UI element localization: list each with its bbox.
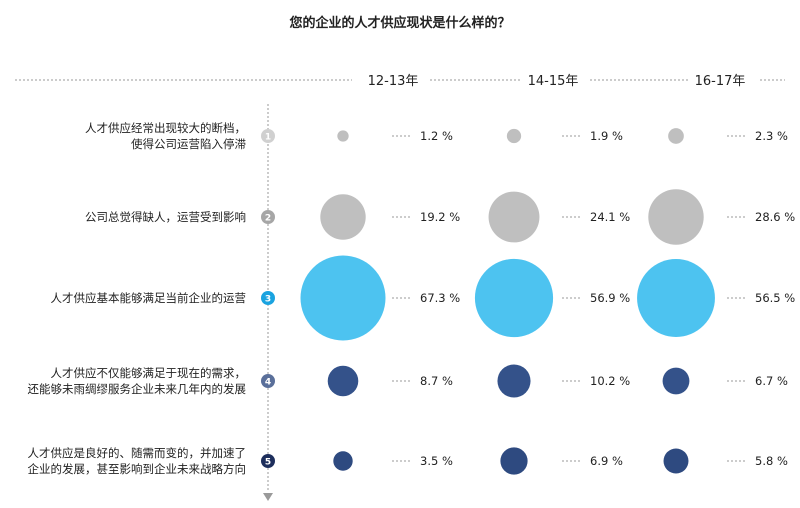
value-label-row5-col2: 6.9 % [590,454,623,468]
column-header-1: 12-13年 [368,74,419,89]
row-label-line: 人才供应基本能够满足当前企业的运营 [50,291,247,305]
bubble-row3-col2 [474,258,554,338]
row-badge-4 [261,374,275,388]
row-badge-5 [261,454,275,468]
chart-title: 您的企业的人才供应现状是什么样的？ [289,16,511,31]
row-badge-number-5: 5 [265,458,271,468]
row-label-line: 使得公司运营陷入停滞 [131,137,246,151]
column-header-2: 14-15年 [528,74,579,89]
bubble-row1-col1 [337,130,349,142]
row-label-1: 人才供应经常出现较大的断档， 使得公司运营陷入停滞 [10,120,246,152]
axis-arrow-icon [263,493,273,501]
row-label-5: 人才供应是良好的、随需而变的，并加速了 企业的发展，甚至影响到企业未来战略方向 [10,445,247,477]
bubble-row1-col2 [506,128,522,144]
bubble-row2-col3 [648,189,704,245]
value-label-row3-col2: 56.9 % [590,291,630,305]
row-badge-number-1: 1 [265,133,271,143]
value-label-row4-col1: 8.7 % [420,374,453,388]
bubble-row4-col2 [497,364,531,398]
row-label-line: 企业的发展，甚至影响到企业未来战略方向 [27,462,247,476]
value-label-row5-col3: 5.8 % [755,454,788,468]
row-label-line: 公司总觉得缺人，运营受到影响 [85,210,246,224]
bubble-row3-col3 [637,259,715,337]
bubble-row2-col1 [320,194,366,240]
bubble-row4-col1 [327,365,359,397]
value-label-row5-col1: 3.5 % [420,454,453,468]
row-label-line: 还能够未雨绸缪服务企业未来几年内的发展 [27,382,247,396]
row-label-2: 公司总觉得缺人，运营受到影响 [10,209,246,225]
row-badge-1 [261,129,275,143]
value-label-row3-col3: 56.5 % [755,291,795,305]
value-label-row1-col2: 1.9 % [590,129,623,143]
row-badge-number-3: 3 [265,295,271,305]
bubble-row5-col3 [663,448,689,474]
row-label-line: 人才供应是良好的、随需而变的，并加速了 [27,446,247,460]
value-label-row2-col3: 28.6 % [755,210,795,224]
value-label-row1-col1: 1.2 % [420,129,453,143]
value-label-row2-col2: 24.1 % [590,210,630,224]
value-label-row4-col2: 10.2 % [590,374,630,388]
column-header-3: 16-17年 [695,74,746,89]
bubble-row2-col2 [488,191,540,243]
bubble-row1-col3 [668,128,684,144]
value-label-row1-col3: 2.3 % [755,129,788,143]
value-label-row3-col1: 67.3 % [420,291,460,305]
bubble-row5-col1 [333,451,353,471]
row-label-line: 人才供应经常出现较大的断档， [85,121,246,135]
bubble-row3-col1 [300,255,386,341]
bubble-row5-col2 [500,447,528,475]
row-label-3: 人才供应基本能够满足当前企业的运营 [10,290,247,306]
row-badge-number-4: 4 [265,378,271,388]
value-label-row4-col3: 6.7 % [755,374,788,388]
row-label-4: 人才供应不仅能够满足于现在的需求， 还能够未雨绸缪服务企业未来几年内的发展 [10,365,247,397]
row-badge-3 [261,291,275,305]
row-label-line: 人才供应不仅能够满足于现在的需求， [50,366,247,380]
row-badge-number-2: 2 [265,214,271,224]
value-label-row2-col1: 19.2 % [420,210,460,224]
bubble-row4-col3 [662,367,690,395]
row-badge-2 [261,210,275,224]
